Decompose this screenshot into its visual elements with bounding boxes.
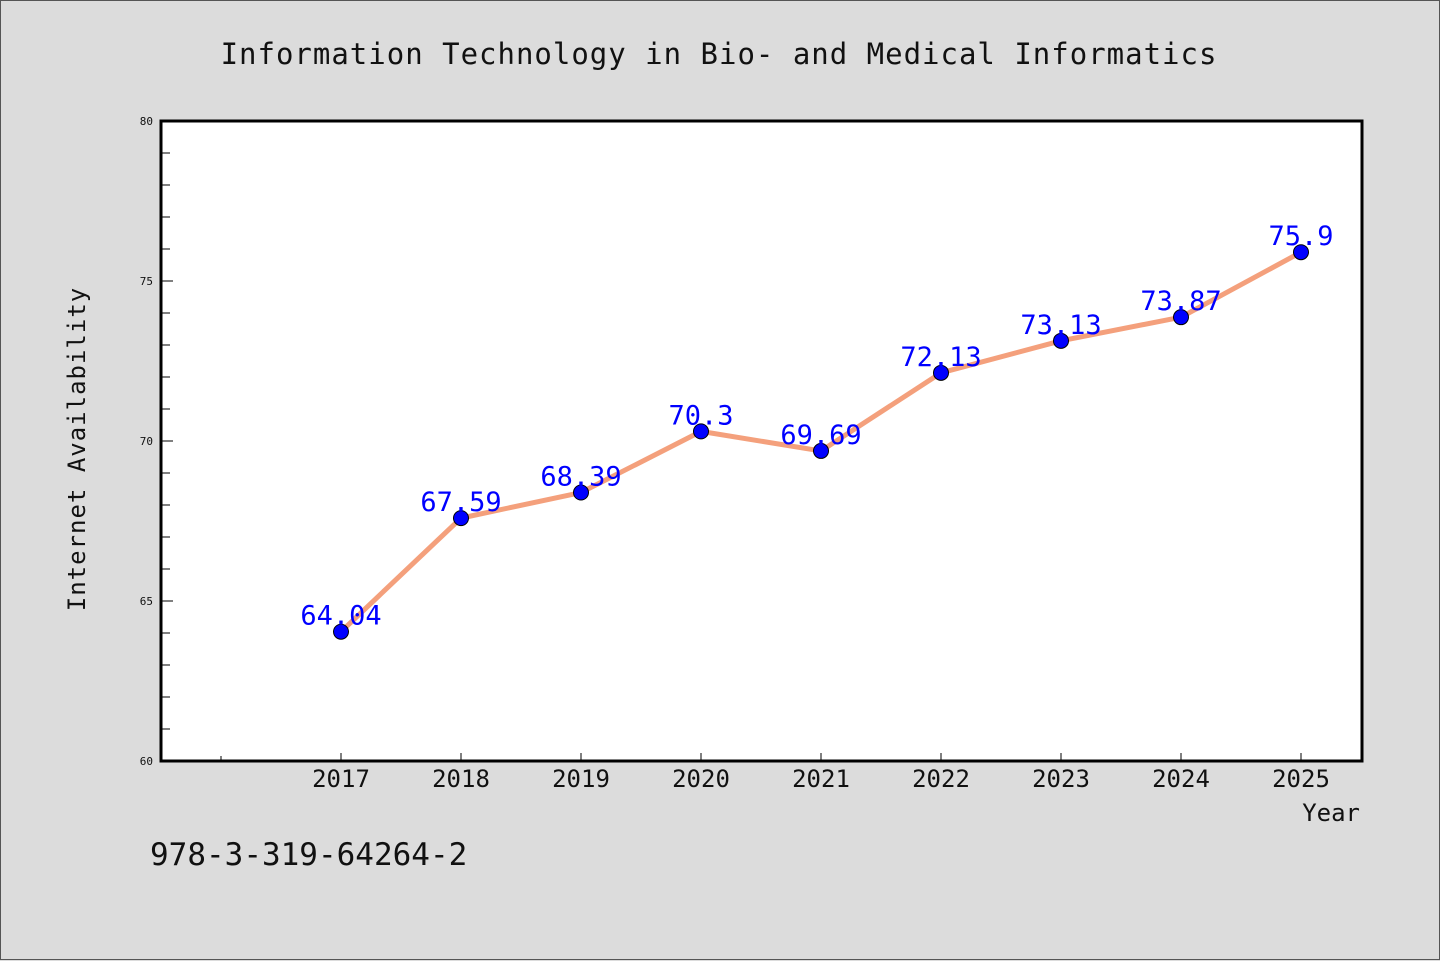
data-point — [573, 484, 589, 501]
y-tick-label: 75 — [140, 275, 153, 288]
y-tick-label: 70 — [140, 435, 153, 448]
data-point — [1173, 309, 1189, 326]
data-label: 68.39 — [540, 462, 621, 493]
x-tick-label: 2018 — [432, 765, 490, 793]
x-tick-label: 2020 — [672, 765, 730, 793]
chart-title: Information Technology in Bio- and Medic… — [221, 37, 1218, 71]
y-tick-label: 65 — [140, 595, 153, 608]
data-point — [693, 423, 709, 440]
x-tick-label: 2024 — [1152, 765, 1210, 793]
data-point — [1293, 244, 1309, 261]
data-label: 67.59 — [420, 487, 501, 518]
data-label: 64.04 — [300, 601, 381, 632]
data-label: 69.69 — [780, 420, 861, 451]
data-label: 72.13 — [900, 342, 981, 373]
y-axis-label: Internet Availability — [63, 287, 91, 611]
data-label: 75.9 — [1268, 221, 1333, 252]
footer-text: 978-3-319-64264-2 — [150, 837, 467, 873]
series-layer: 64.04 67.59 68.39 70.3 69.69 72.13 73.13 73.87 7… — [300, 221, 1334, 640]
data-point — [333, 623, 349, 640]
data-label: 70.3 — [668, 400, 733, 431]
x-tick-label: 2025 — [1272, 765, 1330, 793]
data-label: 73.13 — [1020, 310, 1101, 341]
x-tick-label: 2017 — [312, 765, 370, 793]
data-point — [933, 364, 949, 381]
data-label: 73.87 — [1140, 286, 1221, 317]
x-axis: 2017 2018 2019 2020 2021 2022 2023 2024 2025 — [220, 753, 1330, 793]
x-axis-label: Year — [1302, 799, 1360, 827]
y-tick-label: 80 — [140, 115, 153, 128]
data-point — [1053, 332, 1069, 349]
plot-border — [159, 119, 1364, 763]
x-tick-label: 2019 — [552, 765, 610, 793]
x-tick-label: 2022 — [912, 765, 970, 793]
x-tick-label: 2023 — [1032, 765, 1090, 793]
data-point — [453, 510, 469, 527]
x-tick-label: 2021 — [792, 765, 850, 793]
y-tick-label: 60 — [140, 755, 153, 768]
data-point — [813, 442, 829, 459]
